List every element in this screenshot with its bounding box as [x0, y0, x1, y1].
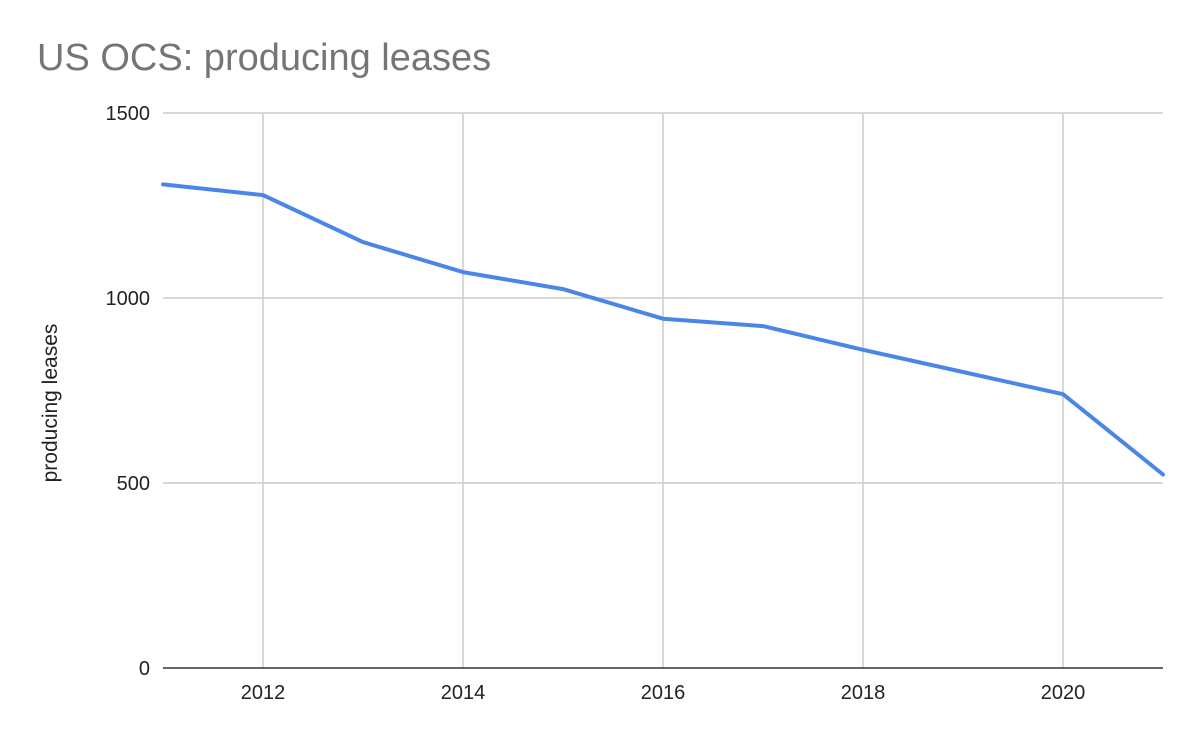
x-tick-labels: 2012 2014 2016 2018 2020	[241, 682, 1086, 704]
series-layer	[161, 182, 1165, 477]
x-tick-label: 2020	[1041, 682, 1086, 704]
x-tick-label: 2016	[641, 682, 686, 704]
y-tick-label: 500	[117, 473, 150, 495]
chart-title: US OCS: producing leases	[37, 37, 491, 79]
x-tick-label: 2012	[241, 682, 286, 704]
x-tick-label: 2018	[841, 682, 886, 704]
y-tick-labels: 0 500 1000 1500	[106, 103, 151, 680]
y-tick-label: 1000	[106, 288, 151, 310]
grid	[163, 112, 1163, 668]
series-line	[161, 182, 1165, 477]
y-tick-label: 0	[139, 658, 150, 680]
y-tick-label: 1500	[106, 103, 151, 125]
x-tick-label: 2014	[441, 682, 486, 704]
y-axis-label: producing leases	[39, 324, 62, 483]
